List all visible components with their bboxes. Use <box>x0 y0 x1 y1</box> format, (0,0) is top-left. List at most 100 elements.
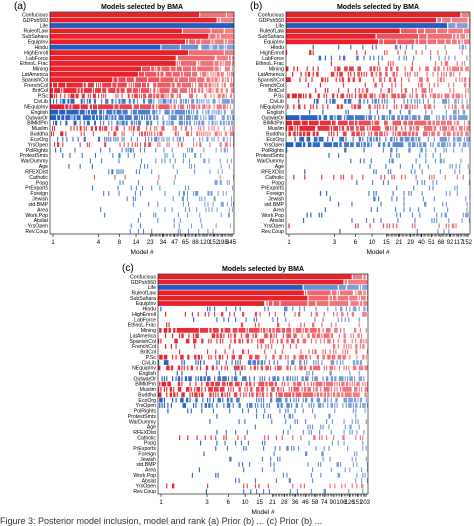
heatmap-cell <box>176 136 178 142</box>
heatmap-cell <box>179 435 181 441</box>
heatmap-cell <box>292 483 294 489</box>
heatmap-cell <box>362 88 364 93</box>
heatmap-cell <box>76 126 78 131</box>
heatmap-cell <box>456 190 458 196</box>
heatmap-cell <box>456 120 460 126</box>
heatmap-cell <box>274 365 276 371</box>
heatmap-cell <box>319 435 321 441</box>
heatmap-cell <box>396 185 398 191</box>
heatmap-cell <box>233 311 235 317</box>
heatmap-cell <box>146 120 150 126</box>
heatmap-cell <box>388 223 391 229</box>
heatmap-cell <box>196 109 199 115</box>
heatmap-cell <box>233 338 237 344</box>
heatmap-cell <box>330 397 332 403</box>
heatmap-cell <box>373 77 375 83</box>
heatmap-cell <box>437 71 439 77</box>
heatmap-cell <box>189 93 194 99</box>
heatmap-cell <box>185 39 188 45</box>
heatmap-cell <box>108 131 110 137</box>
heatmap-cell <box>351 104 353 110</box>
heatmap-cell <box>98 104 114 110</box>
heatmap-cell <box>218 131 220 137</box>
heatmap-cell <box>200 440 202 446</box>
heatmap-cell <box>147 82 150 88</box>
heatmap-cell <box>310 381 312 387</box>
heatmap-cell <box>205 109 207 115</box>
heatmap-cell <box>448 223 450 229</box>
heatmap-cell <box>326 381 333 387</box>
heatmap-cell <box>152 109 156 115</box>
heatmap-cell <box>175 376 177 382</box>
heatmap-cell <box>331 354 336 360</box>
heatmap-cell <box>414 71 416 77</box>
heatmap-cell <box>265 365 269 371</box>
heatmap-cell <box>151 185 153 191</box>
heatmap-cell <box>409 93 411 99</box>
heatmap-cell <box>149 131 151 137</box>
heatmap-cell <box>394 44 398 50</box>
heatmap-cell <box>104 212 106 218</box>
heatmap-cell <box>247 349 249 355</box>
heatmap-cell <box>94 126 98 131</box>
heatmap-cell <box>299 365 303 371</box>
x-tick-label: 4 <box>97 240 101 246</box>
heatmap-cell <box>207 376 211 382</box>
heatmap-cell <box>358 120 371 126</box>
heatmap-cell <box>416 104 418 110</box>
heatmap-cell <box>50 12 200 18</box>
heatmap-cell <box>199 196 201 202</box>
heatmap-cell <box>424 201 427 207</box>
heatmap-cell <box>159 142 161 148</box>
heatmap-cell <box>388 77 392 83</box>
heatmap-cell <box>217 17 220 23</box>
heatmap-cell <box>130 120 133 126</box>
x-tick-label: 126 <box>345 500 356 506</box>
heatmap-cell <box>191 126 193 131</box>
heatmap-cell <box>104 142 107 148</box>
heatmap-cell <box>344 467 346 473</box>
heatmap-cell <box>390 147 393 153</box>
heatmap-cell <box>294 376 296 382</box>
heatmap-cell <box>229 115 231 120</box>
heatmap-cell <box>278 392 283 398</box>
heatmap-cell <box>336 115 342 120</box>
heatmap-cell <box>226 392 228 398</box>
heatmap-cell <box>403 207 405 213</box>
heatmap-cell <box>286 120 293 126</box>
heatmap-cell <box>193 109 195 115</box>
heatmap-cell <box>292 392 295 398</box>
heatmap-cell <box>320 338 322 344</box>
heatmap-cell <box>351 456 353 462</box>
heatmap-cell <box>341 311 344 317</box>
heatmap-cell <box>309 327 317 333</box>
heatmap-cell <box>317 327 321 333</box>
heatmap-cell <box>298 397 300 403</box>
heatmap-cell <box>449 66 451 72</box>
heatmap-cell <box>273 301 280 306</box>
heatmap-cell <box>396 66 399 72</box>
heatmap-cell <box>288 386 290 392</box>
heatmap-cell <box>282 386 284 392</box>
heatmap-cell <box>401 93 406 99</box>
heatmap-cell <box>205 488 207 494</box>
heatmap-cell <box>189 207 191 213</box>
heatmap-cell <box>397 39 415 45</box>
heatmap-cell <box>222 381 226 387</box>
heatmap-cell <box>73 115 76 120</box>
y-tick-label: EcoOrg <box>138 398 156 404</box>
heatmap-cell <box>460 131 463 137</box>
heatmap-cell <box>361 478 363 483</box>
heatmap-cell <box>225 435 227 441</box>
heatmap-cell <box>434 61 437 66</box>
heatmap-cell <box>382 147 385 153</box>
heatmap-cell <box>365 218 368 223</box>
heatmap-cell <box>422 142 427 148</box>
heatmap-cell <box>121 120 125 126</box>
heatmap-cell <box>313 360 315 365</box>
heatmap-cell <box>287 360 289 365</box>
heatmap-cell <box>207 201 209 207</box>
heatmap-cell <box>50 93 54 99</box>
heatmap-cell <box>54 93 56 99</box>
heatmap-cell <box>393 98 395 104</box>
